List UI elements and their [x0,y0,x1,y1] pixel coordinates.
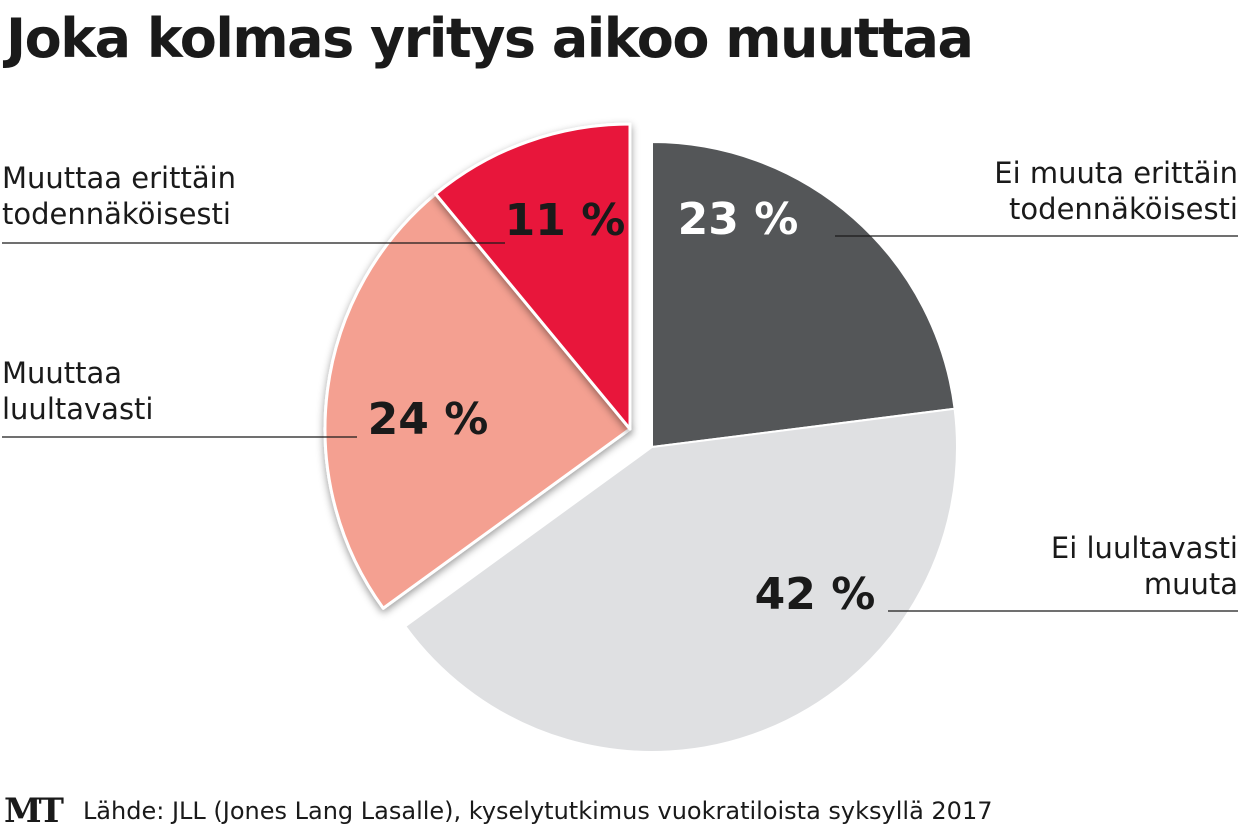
slice-label-ei-luultavasti-muuta-line-1: Ei luultavasti [1050,531,1238,565]
value-label-muuttaa-erittain-todennakoisesti: 11 % [505,195,626,246]
slice-label-muuttaa-luultavasti-line-1: Muuttaa [2,356,123,390]
pie-slice-muuttaa-luultavasti [323,192,632,610]
value-label-muuttaa-luultavasti: 24 % [368,394,489,445]
slice-label-ei-luultavasti-muuta-line-2: muuta [1143,567,1238,601]
slice-label-ei-muuta-erittain-todennakoisesti-line-2: todennäköisesti [1009,192,1238,226]
footer: MT Lähde: JLL (Jones Lang Lasalle), kyse… [4,789,992,833]
slice-label-ei-muuta-erittain-todennakoisesti-line-1: Ei muuta erittäin [994,156,1238,190]
value-label-ei-muuta-erittain-todennakoisesti: 23 % [678,194,799,245]
source-note: Lähde: JLL (Jones Lang Lasalle), kyselyt… [82,797,993,825]
value-label-ei-luultavasti-muuta: 42 % [755,569,876,620]
slice-label-muuttaa-luultavasti-line-2: luultavasti [2,392,154,426]
chart-title: Joka kolmas yritys aikoo muuttaa [6,7,974,70]
pie-slice-ei-luultavasti-muuta [403,407,958,753]
slice-label-muuttaa-erittain-todennakoisesti-line-2: todennäköisesti [2,197,231,231]
pie-slice-muuttaa-erittain-todennakoisesti [434,122,632,431]
mt-logo: MT [4,791,64,831]
pie-slice-ei-muuta-erittain-todennakoisesti [651,140,956,449]
slice-label-muuttaa-erittain-todennakoisesti-line-1: Muuttaa erittäin [2,161,237,195]
